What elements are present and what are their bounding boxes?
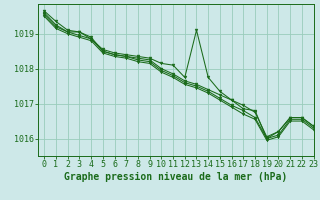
X-axis label: Graphe pression niveau de la mer (hPa): Graphe pression niveau de la mer (hPa) [64, 172, 288, 182]
